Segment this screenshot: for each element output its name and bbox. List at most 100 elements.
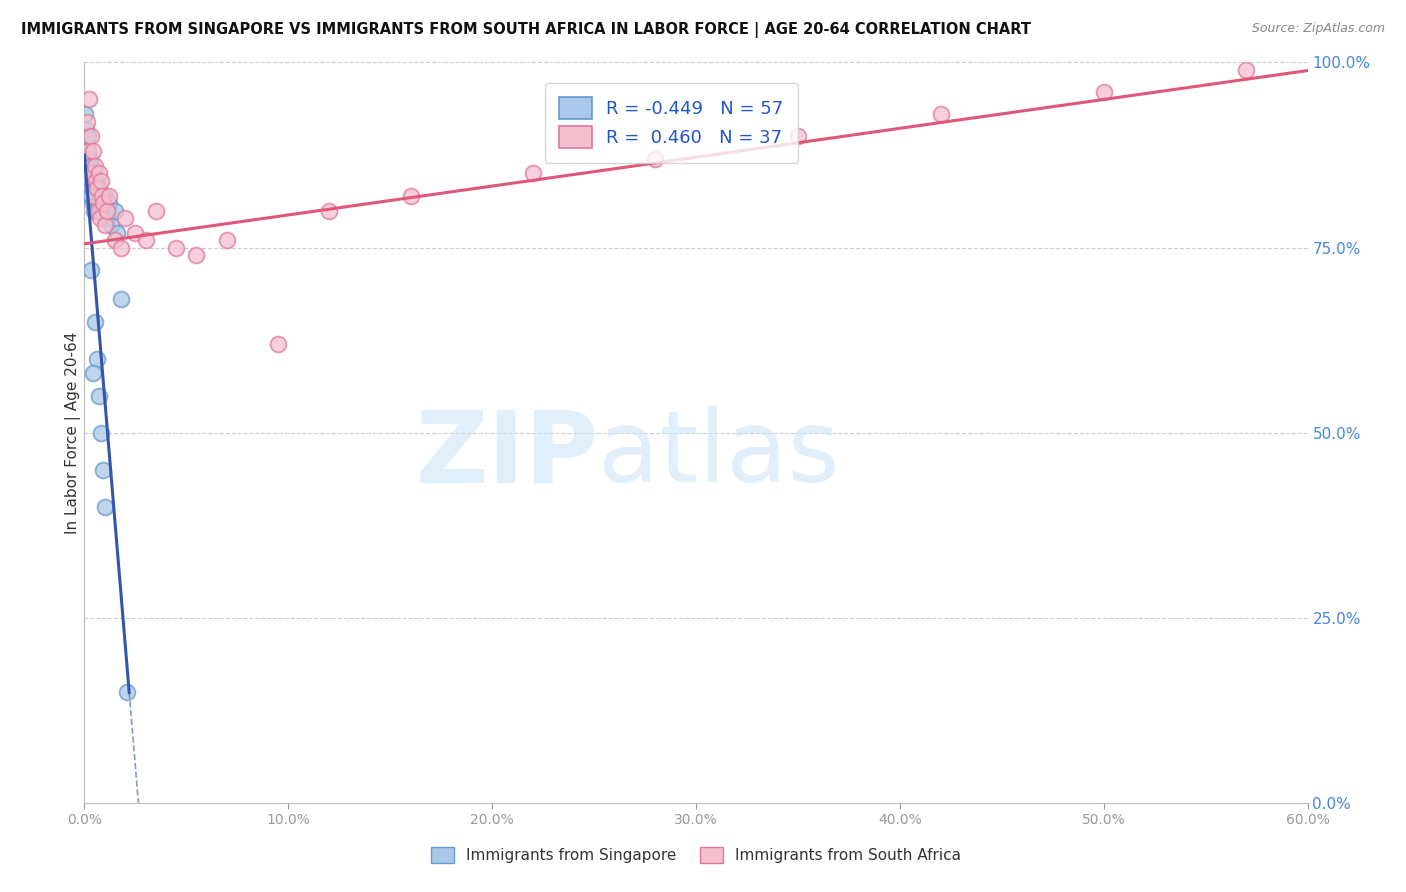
Point bbox=[1092, 85, 1115, 99]
Point bbox=[84, 188, 107, 202]
Point bbox=[110, 293, 132, 307]
Point bbox=[93, 500, 115, 514]
Point bbox=[76, 152, 98, 166]
Y-axis label: In Labor Force | Age 20-64: In Labor Force | Age 20-64 bbox=[65, 332, 82, 533]
Point bbox=[84, 174, 107, 188]
Point bbox=[77, 129, 100, 144]
Point bbox=[90, 196, 112, 211]
Point bbox=[83, 181, 105, 195]
Point bbox=[79, 174, 101, 188]
Point bbox=[79, 166, 101, 180]
Point bbox=[93, 188, 115, 202]
Point bbox=[87, 388, 110, 402]
Point bbox=[86, 196, 108, 211]
Point bbox=[83, 166, 105, 180]
Point bbox=[79, 152, 101, 166]
Point bbox=[124, 226, 146, 240]
Point bbox=[82, 196, 104, 211]
Point bbox=[267, 336, 290, 351]
Point bbox=[84, 181, 107, 195]
Point bbox=[77, 159, 100, 173]
Point bbox=[82, 166, 104, 180]
Point bbox=[75, 122, 97, 136]
Point bbox=[1236, 62, 1258, 77]
Legend: Immigrants from Singapore, Immigrants from South Africa: Immigrants from Singapore, Immigrants fr… bbox=[425, 841, 967, 869]
Point bbox=[110, 240, 132, 255]
Point bbox=[522, 166, 544, 180]
Point bbox=[100, 219, 122, 233]
Point bbox=[104, 233, 127, 247]
Point bbox=[90, 188, 112, 202]
Point bbox=[97, 188, 120, 202]
Point bbox=[115, 685, 138, 699]
Point bbox=[96, 203, 118, 218]
Point bbox=[80, 262, 103, 277]
Point bbox=[84, 174, 107, 188]
Point bbox=[84, 203, 107, 218]
Point bbox=[76, 136, 98, 151]
Text: IMMIGRANTS FROM SINGAPORE VS IMMIGRANTS FROM SOUTH AFRICA IN LABOR FORCE | AGE 2: IMMIGRANTS FROM SINGAPORE VS IMMIGRANTS … bbox=[21, 22, 1031, 38]
Point bbox=[75, 107, 97, 121]
Point bbox=[79, 166, 101, 180]
Point bbox=[76, 166, 98, 180]
Point bbox=[77, 166, 100, 180]
Point bbox=[145, 203, 167, 218]
Point bbox=[318, 203, 340, 218]
Point bbox=[91, 203, 114, 218]
Point bbox=[79, 181, 101, 195]
Point bbox=[114, 211, 136, 225]
Point bbox=[79, 159, 101, 173]
Point bbox=[787, 129, 810, 144]
Point bbox=[90, 425, 112, 440]
Point bbox=[83, 203, 105, 218]
Point bbox=[82, 174, 104, 188]
Point bbox=[93, 219, 115, 233]
Point bbox=[75, 145, 97, 159]
Point bbox=[83, 314, 105, 328]
Point bbox=[82, 367, 104, 381]
Text: ZIP: ZIP bbox=[415, 407, 598, 503]
Point bbox=[77, 145, 100, 159]
Point bbox=[399, 188, 422, 202]
Point bbox=[87, 166, 110, 180]
Point bbox=[96, 211, 118, 225]
Text: Source: ZipAtlas.com: Source: ZipAtlas.com bbox=[1251, 22, 1385, 36]
Point bbox=[77, 174, 100, 188]
Point bbox=[105, 226, 128, 240]
Point bbox=[83, 196, 105, 211]
Point bbox=[86, 203, 108, 218]
Point bbox=[76, 114, 98, 128]
Point bbox=[77, 152, 100, 166]
Point bbox=[87, 181, 110, 195]
Point bbox=[165, 240, 187, 255]
Point bbox=[644, 152, 666, 166]
Point bbox=[83, 159, 105, 173]
Point bbox=[79, 92, 101, 106]
Point bbox=[77, 145, 100, 159]
Point bbox=[79, 188, 101, 202]
Point bbox=[83, 174, 105, 188]
Point bbox=[80, 188, 103, 202]
Point bbox=[91, 196, 114, 211]
Point bbox=[135, 233, 157, 247]
Point bbox=[217, 233, 239, 247]
Point bbox=[82, 181, 104, 195]
Point bbox=[86, 181, 108, 195]
Point bbox=[104, 203, 127, 218]
Point bbox=[90, 188, 112, 202]
Point bbox=[89, 203, 111, 218]
Point bbox=[82, 145, 104, 159]
Point bbox=[91, 462, 114, 476]
Point bbox=[89, 211, 111, 225]
Text: atlas: atlas bbox=[598, 407, 839, 503]
Point bbox=[929, 107, 952, 121]
Point bbox=[80, 159, 103, 173]
Point bbox=[90, 174, 112, 188]
Point bbox=[83, 188, 105, 202]
Point bbox=[86, 188, 108, 202]
Point bbox=[80, 129, 103, 144]
Point bbox=[186, 248, 208, 262]
Point bbox=[97, 196, 120, 211]
Point bbox=[80, 181, 103, 195]
Point bbox=[86, 351, 108, 366]
